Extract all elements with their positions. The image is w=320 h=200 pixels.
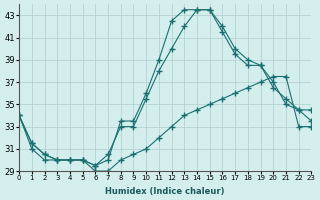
X-axis label: Humidex (Indice chaleur): Humidex (Indice chaleur) — [106, 187, 225, 196]
